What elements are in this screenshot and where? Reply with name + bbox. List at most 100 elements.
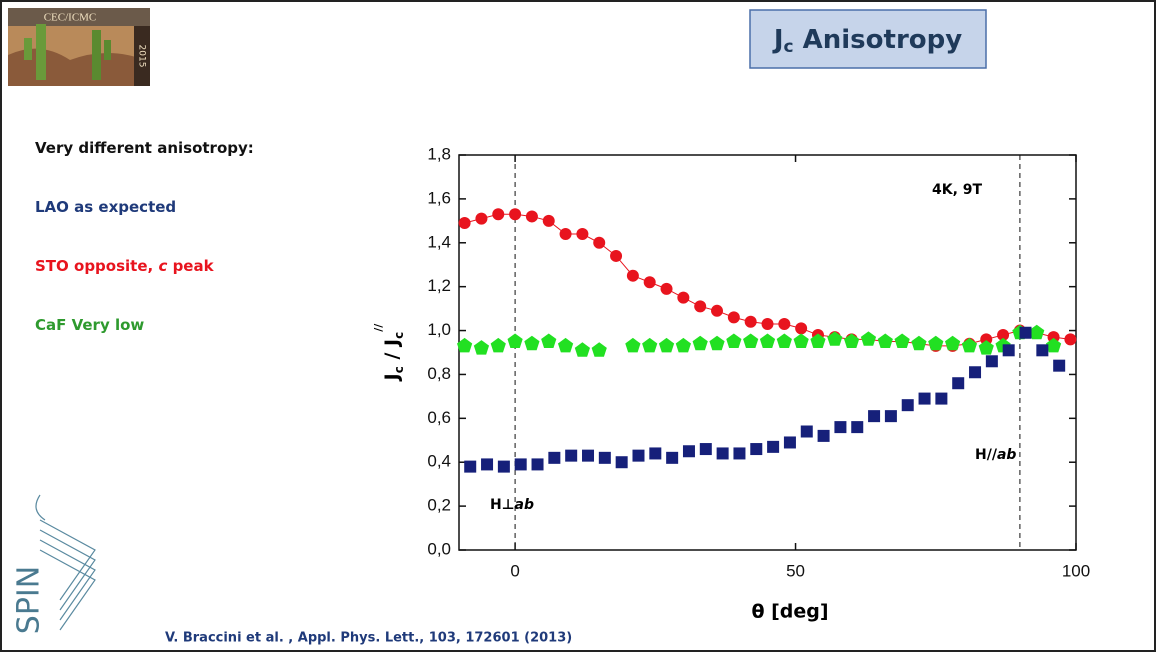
data-point (901, 399, 914, 412)
data-point (884, 410, 897, 423)
logo: CEC/ICMC 2015 (8, 8, 150, 86)
y-tick-label: 0,8 (427, 364, 451, 383)
data-point (800, 425, 813, 438)
data-point (1053, 359, 1066, 372)
data-point (490, 337, 506, 353)
bullet-part: Very different anisotropy: (35, 139, 254, 157)
data-point (935, 392, 948, 405)
data-point (507, 333, 523, 348)
data-point (868, 410, 881, 423)
bullet-part: c (158, 257, 167, 275)
data-point (726, 333, 742, 348)
data-point (559, 228, 572, 240)
bullet-part: STO opposite, (35, 257, 158, 275)
logo-year: 2015 (137, 45, 147, 68)
data-point (844, 333, 860, 348)
data-point (481, 458, 494, 471)
data-point (969, 366, 982, 379)
data-point (744, 315, 757, 328)
logo-text: CEC/ICMC (44, 12, 97, 24)
data-point (776, 333, 792, 348)
plot: 0,0 0,2 0,4 0,6 0,8 1,0 1,2 1,4 1,6 1,8 0 50 100 θ [d… (372, 144, 1090, 622)
data-point (675, 337, 691, 353)
data-point (660, 282, 673, 295)
data-point (997, 328, 1010, 341)
data-point (961, 337, 978, 353)
data-point (557, 337, 574, 353)
annotation-part: 4K, 9T (932, 182, 983, 198)
data-point (598, 451, 611, 464)
data-point (658, 337, 675, 353)
y-label-part: c (392, 366, 406, 373)
data-point (928, 335, 944, 351)
data-point (497, 460, 510, 473)
annotation: 4K, 9T (932, 182, 983, 198)
data-point (632, 449, 645, 462)
data-point (541, 333, 557, 348)
data-point (642, 337, 658, 353)
data-point (682, 445, 695, 458)
plot-frame (458, 154, 1077, 551)
data-point (548, 451, 561, 464)
y-tick-label: 1,0 (427, 320, 451, 339)
data-point (666, 451, 679, 464)
data-point (750, 443, 763, 456)
bullet-part: CaF Very low (35, 316, 144, 334)
data-point (1064, 333, 1077, 346)
data-point (458, 217, 471, 230)
data-point (1019, 326, 1032, 339)
annotation: H//ab (975, 447, 1016, 463)
annotation-part: H// (975, 447, 998, 463)
data-point (834, 421, 847, 434)
bullet: LAO as expected (35, 198, 176, 216)
data-point (565, 449, 578, 462)
spin-logo (35, 494, 96, 631)
y-tick-label: 1,2 (427, 276, 451, 295)
citation: V. Braccini et al. , Appl. Phys. Lett., … (165, 631, 572, 646)
title-box (749, 9, 987, 69)
data-point (626, 269, 639, 282)
annotation-part: ab (515, 497, 534, 513)
data-point (711, 304, 724, 317)
y-tick-label: 0,2 (427, 496, 451, 515)
data-point (576, 228, 589, 240)
data-point (591, 342, 607, 357)
data-point (582, 449, 595, 462)
bullet: CaF Very low (35, 316, 144, 334)
data-point (759, 333, 776, 348)
bullet-part: LAO as expected (35, 198, 176, 216)
data-point (761, 317, 774, 330)
data-point (1002, 344, 1015, 357)
data-point (985, 355, 998, 368)
data-point (767, 440, 780, 453)
data-point (524, 335, 540, 351)
data-point (827, 331, 843, 346)
title-sub: c (784, 37, 794, 57)
y-label-part: J (381, 373, 403, 382)
data-point (918, 392, 931, 405)
data-point (677, 291, 690, 304)
title-part: J (772, 25, 784, 55)
data-point (1036, 344, 1049, 357)
data-point (894, 333, 910, 348)
annotation-part: H⊥ (490, 497, 515, 513)
data-point (716, 447, 729, 460)
data-point (574, 342, 591, 357)
data-point (851, 421, 864, 434)
data-point (709, 335, 725, 351)
data-point (643, 276, 656, 289)
spin-text: SPIN (12, 566, 47, 634)
data-point (531, 458, 544, 471)
y-tick-label: 0,0 (427, 539, 451, 558)
annotation: H⊥ab (490, 497, 534, 513)
data-point (743, 333, 759, 348)
data-point (509, 208, 522, 221)
data-point (514, 458, 527, 471)
data-point (727, 311, 740, 324)
data-point (492, 208, 505, 221)
data-point (944, 335, 961, 351)
annotation-part: ab (997, 447, 1016, 463)
data-point (978, 340, 994, 355)
data-point (525, 210, 538, 223)
